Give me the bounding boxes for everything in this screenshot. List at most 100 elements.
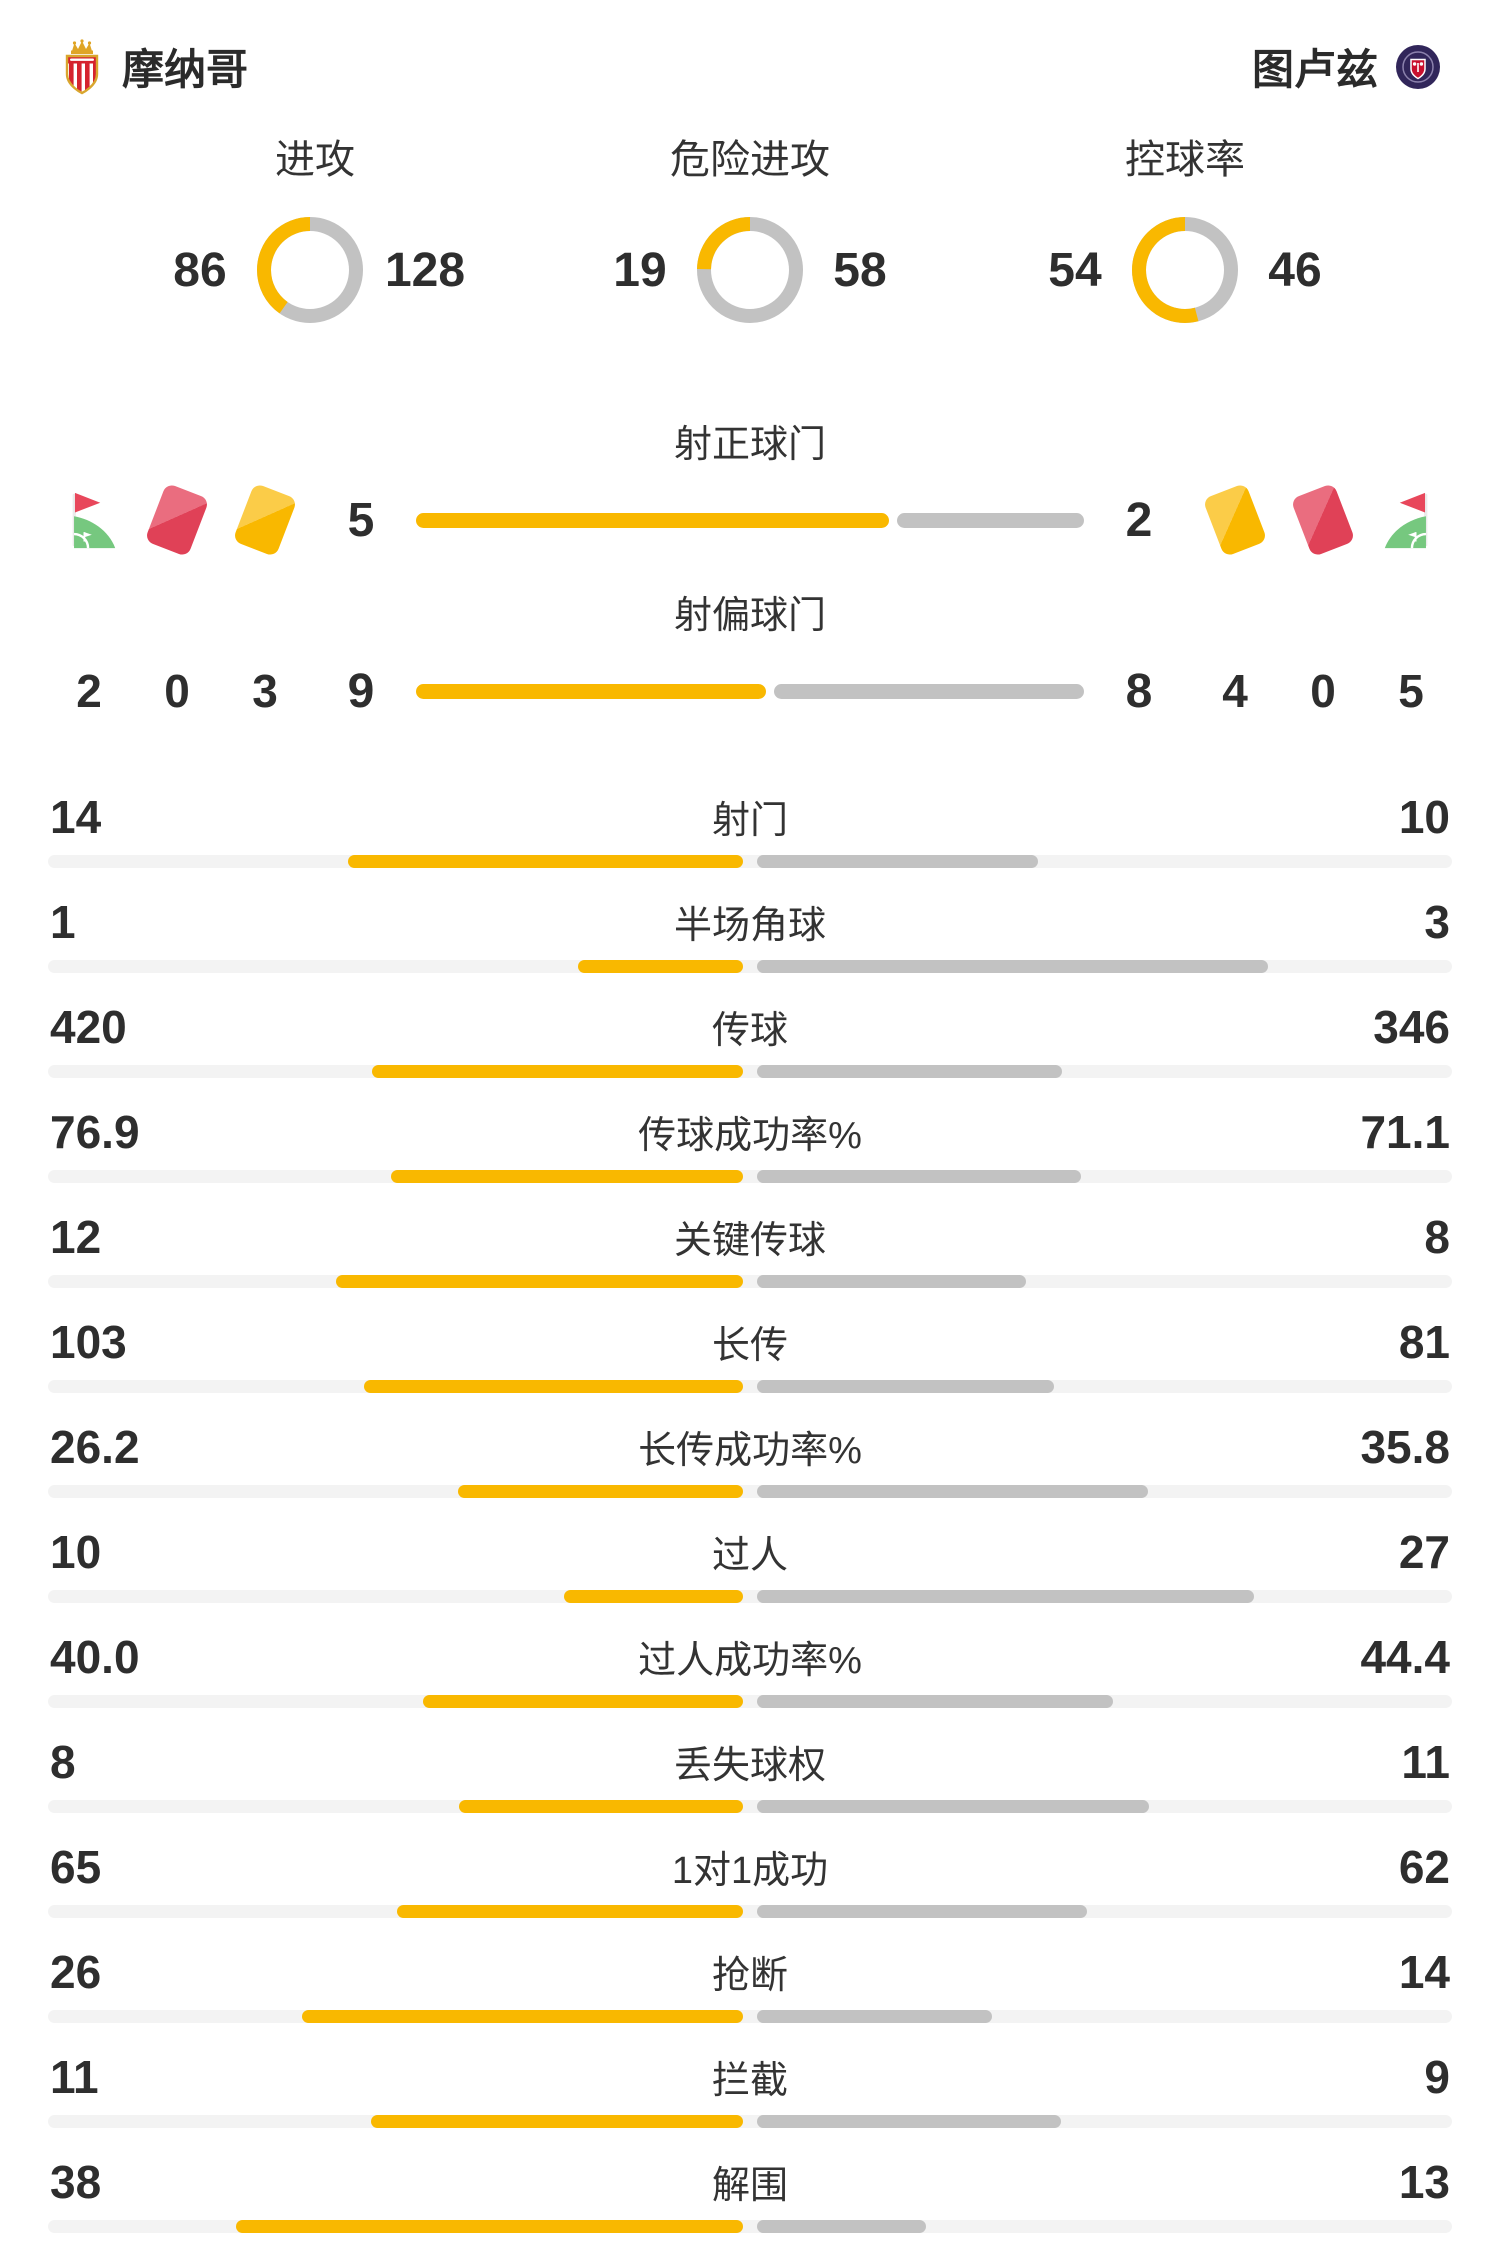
home-bar-segment — [235, 2220, 743, 2233]
stat-home-value: 1 — [50, 896, 76, 948]
yellow-card-icon — [1202, 482, 1268, 558]
home-shots-on-target: 5 — [347, 493, 375, 547]
home-value: 54 — [1048, 243, 1102, 297]
chart-title: 危险进攻 — [670, 138, 830, 182]
stat-label: 1对1成功 — [671, 1850, 829, 1892]
stat-bar — [48, 1275, 1452, 1288]
stat-row: 10 过人 27 — [0, 1514, 1500, 1619]
away-shots-on-target: 2 — [1125, 493, 1153, 547]
home-team: 摩纳哥 — [58, 36, 248, 97]
shots-off-target-bar — [416, 683, 1084, 699]
stats-list: 14 射门 10 1 半场角球 3 420 传球 — [0, 779, 1500, 2244]
chart-title: 控球率 — [1125, 138, 1245, 182]
home-yellow-cards: 3 — [252, 665, 278, 717]
stat-away-value: 62 — [1398, 1841, 1450, 1893]
home-bar-segment — [336, 1275, 743, 1288]
shots-off-target-label: 射偏球门 — [673, 595, 826, 637]
donut-chart — [256, 217, 363, 323]
home-team-name: 摩纳哥 — [122, 46, 249, 93]
away-bar-segment — [757, 2115, 1061, 2128]
stat-away-value: 8 — [1424, 1211, 1450, 1263]
away-red-cards: 0 — [1310, 665, 1336, 717]
yellow-card-icon — [232, 482, 298, 558]
stat-row: 14 射门 10 — [0, 779, 1500, 884]
stat-home-value: 12 — [50, 1211, 102, 1263]
stat-bar — [48, 1800, 1452, 1813]
home-bar-segment — [370, 2115, 743, 2128]
stat-bar — [48, 2010, 1452, 2023]
stat-bar — [48, 1695, 1452, 1708]
away-team-logo — [1396, 44, 1440, 89]
stat-away-value: 346 — [1373, 1001, 1450, 1053]
stat-row: 65 1对1成功 62 — [0, 1829, 1500, 1934]
away-value: 58 — [833, 243, 887, 297]
stat-bar — [48, 1065, 1452, 1078]
stat-label: 传球成功率% — [638, 1115, 862, 1157]
home-bar-segment — [396, 1905, 743, 1918]
donut-chart — [1132, 217, 1238, 323]
stat-bar — [48, 960, 1452, 973]
stat-row: 11 拦截 9 — [0, 2039, 1500, 2144]
home-bar-segment — [458, 1485, 743, 1498]
home-discipline-values: 2 0 3 — [48, 643, 306, 739]
stat-home-value: 103 — [50, 1316, 127, 1368]
home-red-cards: 0 — [164, 665, 190, 717]
stat-label: 长传 — [711, 1325, 788, 1367]
red-card-icon — [144, 482, 210, 558]
home-value: 19 — [613, 243, 667, 297]
home-team-logo — [65, 38, 99, 94]
stat-label: 丢失球权 — [673, 1745, 826, 1787]
stat-row: 26.2 长传成功率% 35.8 — [0, 1409, 1500, 1514]
home-bar-segment — [371, 1065, 743, 1078]
stat-label: 抢断 — [711, 1955, 788, 1997]
away-bar-segment — [757, 1485, 1149, 1498]
home-bar-segment — [416, 683, 766, 699]
chart-title: 进攻 — [275, 138, 355, 182]
corner-flag-icon — [72, 492, 116, 549]
away-bar-segment — [757, 1800, 1150, 1813]
stat-home-value: 10 — [50, 1526, 102, 1578]
stat-home-value: 8 — [50, 1736, 76, 1788]
home-discipline-icons — [48, 472, 306, 568]
stat-row: 1 半场角球 3 — [0, 884, 1500, 989]
home-corner-kicks: 2 — [76, 665, 102, 717]
away-bar-segment — [757, 2010, 992, 2023]
stat-label: 传球 — [711, 1010, 788, 1052]
stat-bar — [48, 1905, 1452, 1918]
stat-row: 38 解围 13 — [0, 2144, 1500, 2244]
possession-chart: 控球率 54 46 — [1020, 127, 1350, 325]
stat-away-value: 35.8 — [1360, 1421, 1450, 1473]
stat-label: 拦截 — [711, 2060, 788, 2102]
away-discipline-values: 4 0 5 — [1194, 643, 1452, 739]
stat-home-value: 40.0 — [50, 1631, 140, 1683]
stat-bar — [48, 1590, 1452, 1603]
away-yellow-cards: 4 — [1222, 665, 1248, 717]
dangerous-attacks-chart: 危险进攻 19 58 — [585, 127, 915, 325]
stat-bar — [48, 2115, 1452, 2128]
away-bar-segment — [757, 1380, 1054, 1393]
stat-row: 40.0 过人成功率% 44.4 — [0, 1619, 1500, 1724]
stat-row: 420 传球 346 — [0, 989, 1500, 1094]
stat-home-value: 420 — [50, 1001, 127, 1053]
shots-on-target-row: 5 2 — [0, 472, 1500, 568]
away-bar-segment — [773, 683, 1084, 699]
away-discipline-icons — [1194, 472, 1452, 568]
stat-home-value: 65 — [50, 1841, 102, 1893]
stat-home-value: 26 — [50, 1946, 102, 1998]
home-bar-segment — [363, 1380, 743, 1393]
away-bar-segment — [757, 1275, 1026, 1288]
shots-on-target-bar — [416, 512, 1084, 528]
stat-away-value: 27 — [1398, 1526, 1450, 1578]
stat-label: 解围 — [711, 2165, 788, 2207]
stat-away-value: 71.1 — [1360, 1106, 1450, 1158]
stat-row: 26 抢断 14 — [0, 1934, 1500, 2039]
home-bar-segment — [347, 855, 743, 868]
header: 摩纳哥 图卢兹 — [0, 0, 1500, 97]
stat-home-value: 14 — [50, 791, 102, 843]
home-bar-segment — [563, 1590, 743, 1603]
stat-away-value: 81 — [1398, 1316, 1450, 1368]
stat-row: 12 关键传球 8 — [0, 1199, 1500, 1304]
stat-row: 76.9 传球成功率% 71.1 — [0, 1094, 1500, 1199]
away-bar-segment — [757, 855, 1038, 868]
